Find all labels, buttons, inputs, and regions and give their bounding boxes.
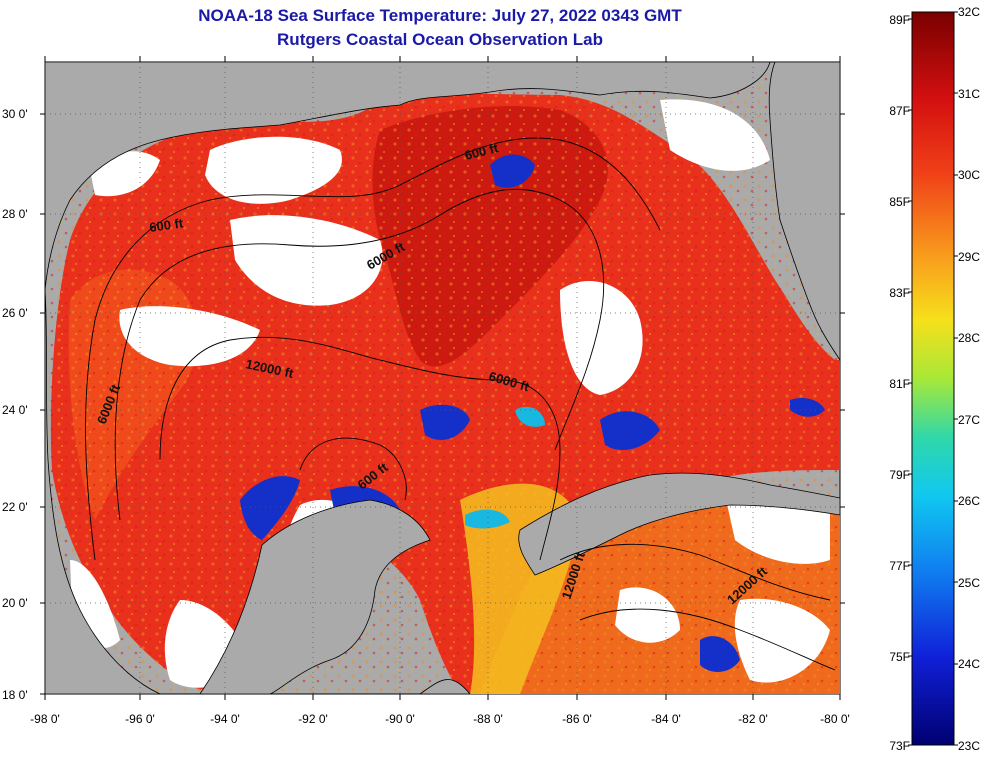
lat-label: 30 0' [2,107,28,121]
lat-label: 24 0' [2,403,28,417]
colorbar-c-label: 30C [958,168,981,182]
colorbar-f-label: 79F [889,468,910,482]
colorbar-c-label: 29C [958,250,981,264]
lon-label: -96 0' [125,712,155,726]
lon-label: -84 0' [651,712,681,726]
colorbar-f-label: 73F [889,739,910,753]
lon-label: -90 0' [385,712,415,726]
cyan-features [465,406,545,529]
colorbar-c-label: 31C [958,87,981,101]
colorbar-f-label: 81F [889,377,910,391]
map-title: NOAA-18 Sea Surface Temperature: July 27… [198,6,682,25]
lon-label: -98 0' [30,712,60,726]
bathymetry-contours [85,137,836,671]
colorbar-f-label: 75F [889,650,910,664]
colorbar-f-label: 85F [889,195,910,209]
land [45,62,840,694]
lon-label: -94 0' [210,712,240,726]
colorbar-c-label: 27C [958,413,981,427]
colorbar-c-label: 32C [958,5,981,19]
lat-label: 22 0' [2,500,28,514]
lon-label: -82 0' [738,712,768,726]
colorbar-c-label: 28C [958,331,981,345]
map-subtitle: Rutgers Coastal Ocean Observation Lab [277,30,603,49]
colorbar-f-label: 87F [889,104,910,118]
graticule [45,62,840,694]
colorbar-f-label: 89F [889,13,910,27]
colorbar-ticks [908,11,958,746]
colorbar [911,11,955,746]
colorbar-f-label: 77F [889,559,910,573]
lat-label: 20 0' [2,596,28,610]
lat-label: 28 0' [2,207,28,221]
lon-label: -80 0' [820,712,850,726]
lon-label: -86 0' [562,712,592,726]
axis-ticks [40,56,845,700]
lon-label: -92 0' [298,712,328,726]
contour-label: 600 ft [148,215,184,235]
lat-label: 18 0' [2,688,28,702]
lat-label: 26 0' [2,306,28,320]
colorbar-c-label: 23C [958,739,981,753]
lon-label: -88 0' [473,712,503,726]
colorbar-f-label: 83F [889,286,910,300]
colorbar-c-label: 24C [958,657,981,671]
colorbar-c-label: 25C [958,576,981,590]
colorbar-c-label: 26C [958,494,981,508]
